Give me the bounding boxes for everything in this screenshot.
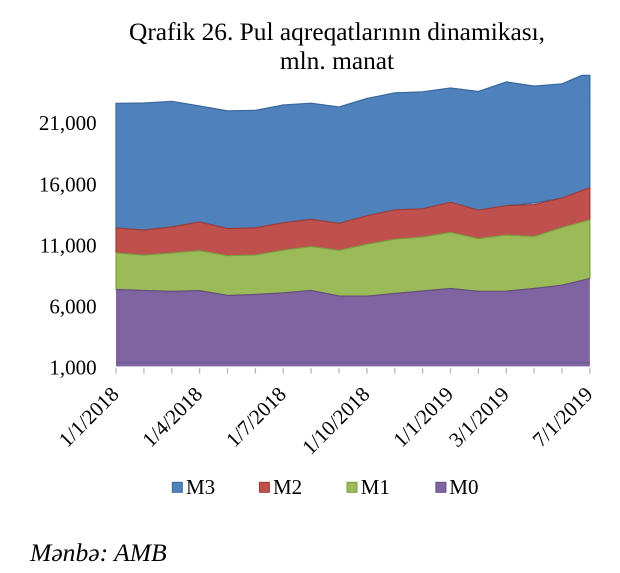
svg-text:3/1/2019: 3/1/2019: [444, 382, 514, 452]
svg-text:M2: M2: [273, 475, 302, 499]
svg-text:M1: M1: [361, 475, 390, 499]
svg-text:7/1/2019: 7/1/2019: [528, 382, 598, 452]
svg-text:21,000: 21,000: [39, 111, 97, 135]
svg-text:1/4/2018: 1/4/2018: [137, 382, 207, 452]
svg-text:1/1/2019: 1/1/2019: [388, 382, 458, 452]
svg-text:1/10/2018: 1/10/2018: [297, 382, 374, 459]
svg-text:1/1/2018: 1/1/2018: [54, 382, 124, 452]
svg-text:M0: M0: [449, 475, 478, 499]
svg-text:16,000: 16,000: [39, 172, 97, 196]
svg-text:1,000: 1,000: [49, 355, 96, 379]
svg-text:11,000: 11,000: [40, 233, 97, 257]
svg-text:1/7/2018: 1/7/2018: [221, 382, 291, 452]
svg-text:M3: M3: [186, 475, 215, 499]
svg-text:6,000: 6,000: [49, 294, 96, 318]
